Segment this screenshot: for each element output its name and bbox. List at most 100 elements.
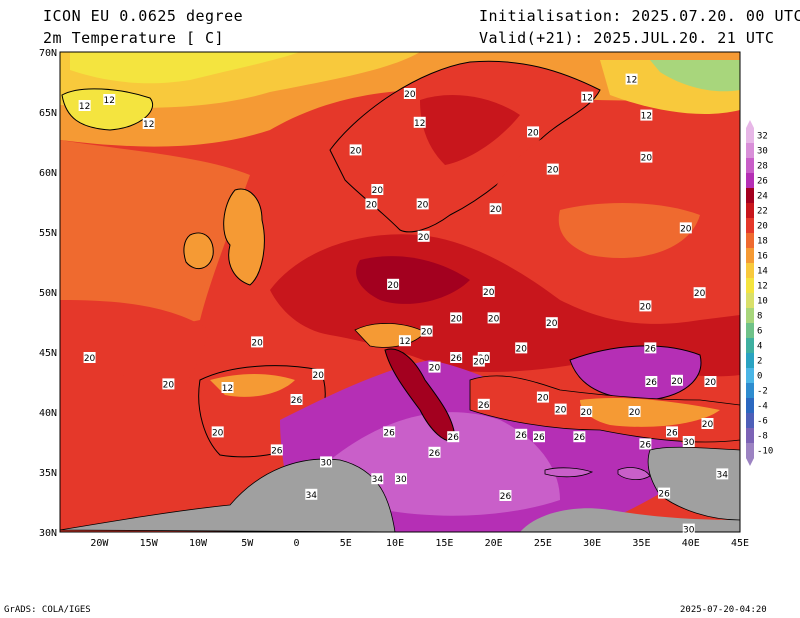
svg-text:20: 20	[547, 166, 559, 176]
svg-text:12: 12	[399, 337, 410, 347]
lon-tick-label: 10W	[189, 538, 208, 549]
svg-text:12: 12	[104, 96, 115, 106]
svg-text:20: 20	[84, 354, 96, 364]
svg-text:12: 12	[79, 102, 90, 112]
svg-text:26: 26	[533, 433, 545, 443]
svg-text:26: 26	[429, 449, 441, 459]
contour-label: 26	[450, 352, 463, 364]
svg-text:20: 20	[641, 154, 653, 164]
svg-text:20: 20	[387, 281, 399, 291]
svg-text:26: 26	[640, 440, 652, 450]
contour-label: 26	[645, 376, 658, 388]
contour-label: 20	[83, 352, 96, 364]
lon-tick-label: 15E	[435, 538, 453, 549]
colorbar-label: 2	[757, 357, 762, 367]
colorbar-swatch	[746, 218, 754, 234]
colorbar-label: 0	[757, 372, 762, 382]
colorbar-label: -10	[757, 447, 773, 457]
svg-text:20: 20	[490, 205, 502, 215]
svg-text:20: 20	[372, 186, 384, 196]
valid-time: Valid(+21): 2025.JUL.20. 21 UTC	[479, 29, 775, 47]
contour-label: 20	[371, 184, 384, 196]
svg-text:30: 30	[395, 475, 407, 485]
svg-text:20: 20	[488, 314, 500, 324]
colorbar-swatch	[746, 413, 754, 429]
contour-label: 26	[477, 398, 490, 411]
contour-label: 20	[536, 391, 549, 404]
colorbar-swatch	[746, 383, 754, 399]
colorbar-label: -6	[757, 417, 768, 427]
svg-text:20: 20	[312, 371, 324, 381]
svg-text:30: 30	[683, 526, 695, 536]
svg-text:20: 20	[546, 319, 558, 329]
contour-label: 30	[320, 456, 333, 468]
contour-label: 26	[447, 431, 460, 443]
colorbar-end-triangle	[746, 458, 754, 466]
lon-tick-label: 25E	[534, 538, 552, 549]
contour-label: 20	[387, 278, 400, 291]
contour-label: 30	[682, 523, 695, 536]
svg-text:20: 20	[450, 314, 462, 324]
colorbar-swatch	[746, 293, 754, 309]
svg-text:26: 26	[478, 401, 490, 411]
svg-text:26: 26	[658, 490, 670, 500]
lon-tick-label: 20W	[90, 538, 109, 549]
contour-label: 20	[545, 317, 558, 329]
colorbar-swatch	[746, 338, 754, 354]
contour-label: 26	[644, 342, 657, 354]
colorbar-label: 10	[757, 297, 768, 307]
svg-text:26: 26	[500, 492, 512, 502]
colorbar-swatch	[746, 128, 754, 144]
contour-label: 12	[398, 335, 411, 347]
contour-label: 34	[305, 488, 318, 501]
colorbar-swatch	[746, 428, 754, 444]
contour-label: 26	[428, 446, 441, 459]
model-title: ICON EU 0.0625 degree	[43, 7, 244, 25]
colorbar-label: 6	[757, 327, 762, 337]
svg-text:26: 26	[383, 428, 395, 438]
contour-label: 20	[472, 355, 485, 368]
contour-label: 20	[693, 287, 706, 299]
svg-text:26: 26	[645, 344, 657, 354]
svg-text:12: 12	[414, 119, 425, 129]
contour-label: 20	[489, 203, 502, 215]
lat-tick-label: 30N	[39, 528, 57, 539]
contour-label: 12	[78, 100, 91, 112]
colorbar-swatch	[746, 308, 754, 324]
colorbar-label: 8	[757, 312, 762, 322]
contour-label: 20	[482, 286, 495, 298]
svg-text:20: 20	[483, 288, 495, 298]
svg-text:20: 20	[366, 200, 378, 210]
contour-label: 12	[142, 118, 155, 130]
svg-text:26: 26	[291, 396, 303, 406]
svg-text:20: 20	[429, 364, 441, 374]
lon-tick-label: 20E	[485, 538, 503, 549]
svg-text:34: 34	[372, 475, 384, 485]
colorbar-swatch	[746, 398, 754, 414]
contour-label: 20	[365, 198, 378, 210]
svg-text:20: 20	[671, 377, 683, 387]
contour-label: 26	[666, 426, 678, 438]
svg-text:20: 20	[404, 90, 416, 100]
svg-text:20: 20	[418, 233, 430, 243]
svg-text:20: 20	[694, 289, 706, 299]
lon-tick-label: 0	[294, 538, 300, 549]
svg-text:12: 12	[582, 94, 593, 104]
variable-title: 2m Temperature [ C]	[43, 29, 225, 47]
svg-text:20: 20	[515, 344, 527, 354]
contour-label: 20	[527, 126, 540, 138]
svg-text:20: 20	[702, 420, 714, 430]
lon-tick-label: 35E	[632, 538, 650, 549]
contour-label: 20	[546, 163, 559, 176]
lat-tick-label: 55N	[39, 228, 57, 239]
colorbar-label: -4	[757, 402, 768, 412]
svg-text:20: 20	[212, 428, 224, 438]
colorbar-swatch	[746, 368, 754, 384]
footer-grads: GrADS: COLA/IGES	[4, 605, 91, 615]
colorbar-swatch	[746, 233, 754, 249]
footer-timestamp: 2025-07-20-04:20	[680, 605, 767, 615]
colorbar-swatch	[746, 323, 754, 339]
contour-label: 20	[639, 300, 652, 312]
contour-label: 20	[670, 374, 683, 387]
